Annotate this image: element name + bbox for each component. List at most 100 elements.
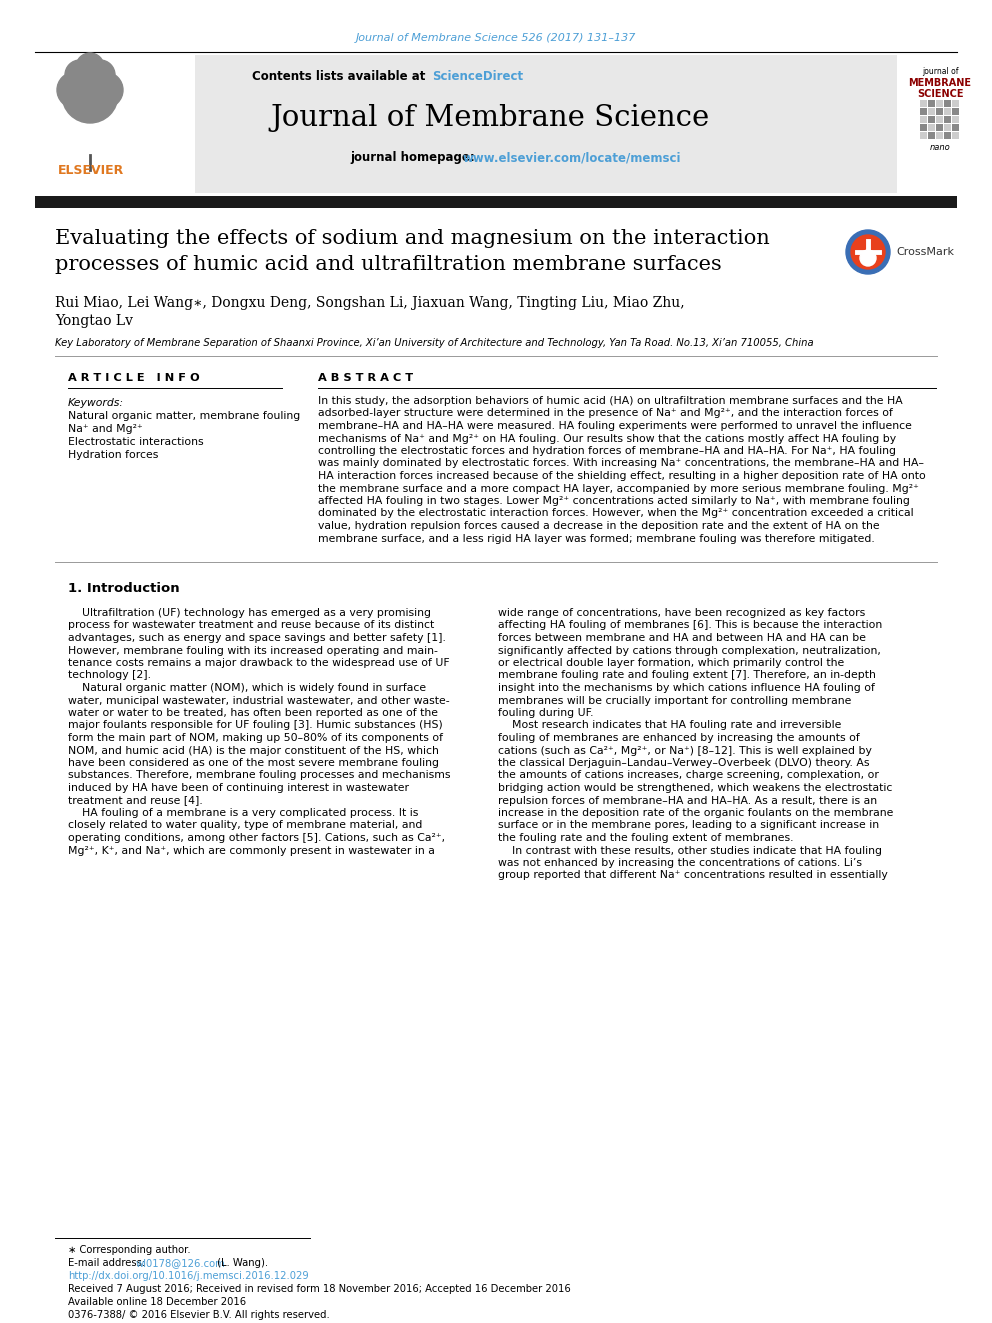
Text: group reported that different Na⁺ concentrations resulted in essentially: group reported that different Na⁺ concen… — [498, 871, 888, 881]
Text: major foulants responsible for UF fouling [3]. Humic substances (HS): major foulants responsible for UF foulin… — [68, 721, 442, 730]
Text: membranes will be crucially important for controlling membrane: membranes will be crucially important fo… — [498, 696, 851, 705]
Text: was mainly dominated by electrostatic forces. With increasing Na⁺ concentrations: was mainly dominated by electrostatic fo… — [318, 459, 924, 468]
Bar — [952, 116, 959, 123]
Text: significantly affected by cations through complexation, neutralization,: significantly affected by cations throug… — [498, 646, 881, 655]
Text: Natural organic matter, membrane fouling: Natural organic matter, membrane fouling — [68, 411, 301, 421]
Text: form the main part of NOM, making up 50–80% of its components of: form the main part of NOM, making up 50–… — [68, 733, 443, 744]
Text: www.elsevier.com/locate/memsci: www.elsevier.com/locate/memsci — [463, 152, 682, 164]
Bar — [944, 108, 951, 115]
Text: wide range of concentrations, have been recognized as key factors: wide range of concentrations, have been … — [498, 609, 865, 618]
Bar — [944, 101, 951, 107]
Bar — [936, 124, 943, 131]
Text: bridging action would be strengthened, which weakens the electrostatic: bridging action would be strengthened, w… — [498, 783, 893, 792]
Text: Keywords:: Keywords: — [68, 398, 124, 407]
Text: nano: nano — [930, 143, 950, 152]
Text: the amounts of cations increases, charge screening, complexation, or: the amounts of cations increases, charge… — [498, 770, 879, 781]
Bar — [35, 196, 957, 208]
Text: Received 7 August 2016; Received in revised form 18 November 2016; Accepted 16 D: Received 7 August 2016; Received in revi… — [68, 1285, 570, 1294]
Bar — [928, 108, 935, 115]
Text: membrane–HA and HA–HA were measured. HA fouling experiments were performed to un: membrane–HA and HA–HA were measured. HA … — [318, 421, 912, 431]
Text: Key Laboratory of Membrane Separation of Shaanxi Province, Xi’an University of A: Key Laboratory of Membrane Separation of… — [55, 337, 813, 348]
Text: technology [2].: technology [2]. — [68, 671, 151, 680]
Text: affecting HA fouling of membranes [6]. This is because the interaction: affecting HA fouling of membranes [6]. T… — [498, 620, 882, 631]
Text: E-mail address:: E-mail address: — [68, 1258, 148, 1267]
Text: closely related to water quality, type of membrane material, and: closely related to water quality, type o… — [68, 820, 423, 831]
Text: fouling during UF.: fouling during UF. — [498, 708, 593, 718]
Bar — [952, 101, 959, 107]
Bar — [920, 116, 927, 123]
Text: water or water to be treated, has often been reported as one of the: water or water to be treated, has often … — [68, 708, 438, 718]
Text: surface or in the membrane pores, leading to a significant increase in: surface or in the membrane pores, leadin… — [498, 820, 879, 831]
Bar — [920, 132, 927, 139]
Text: membrane fouling rate and fouling extent [7]. Therefore, an in-depth: membrane fouling rate and fouling extent… — [498, 671, 876, 680]
Text: MEMBRANE: MEMBRANE — [909, 78, 971, 89]
Text: have been considered as one of the most severe membrane fouling: have been considered as one of the most … — [68, 758, 439, 767]
Text: ELSEVIER: ELSEVIER — [58, 164, 124, 176]
Text: value, hydration repulsion forces caused a decrease in the deposition rate and t: value, hydration repulsion forces caused… — [318, 521, 880, 531]
Text: journal homepage:: journal homepage: — [350, 152, 479, 164]
Circle shape — [57, 71, 93, 108]
Circle shape — [76, 53, 104, 81]
Text: treatment and reuse [4].: treatment and reuse [4]. — [68, 795, 202, 806]
Text: water, municipal wastewater, industrial wastewater, and other waste-: water, municipal wastewater, industrial … — [68, 696, 449, 705]
Text: (L. Wang).: (L. Wang). — [214, 1258, 268, 1267]
Circle shape — [65, 60, 95, 90]
Bar — [35, 56, 897, 193]
Circle shape — [87, 71, 123, 108]
Bar — [944, 124, 951, 131]
Text: fouling of membranes are enhanced by increasing the amounts of: fouling of membranes are enhanced by inc… — [498, 733, 860, 744]
Text: advantages, such as energy and space savings and better safety [1].: advantages, such as energy and space sav… — [68, 632, 445, 643]
Bar — [936, 101, 943, 107]
Text: controlling the electrostatic forces and hydration forces of membrane–HA and HA–: controlling the electrostatic forces and… — [318, 446, 896, 456]
Bar — [928, 124, 935, 131]
Bar — [928, 132, 935, 139]
Text: CrossMark: CrossMark — [896, 247, 954, 257]
Text: the membrane surface and a more compact HA layer, accompanied by more serious me: the membrane surface and a more compact … — [318, 483, 919, 493]
Text: Evaluating the effects of sodium and magnesium on the interaction: Evaluating the effects of sodium and mag… — [55, 229, 770, 247]
Text: insight into the mechanisms by which cations influence HA fouling of: insight into the mechanisms by which cat… — [498, 683, 875, 693]
Bar — [944, 116, 951, 123]
Text: forces between membrane and HA and between HA and HA can be: forces between membrane and HA and betwe… — [498, 632, 866, 643]
Text: or electrical double layer formation, which primarily control the: or electrical double layer formation, wh… — [498, 658, 844, 668]
Text: HA fouling of a membrane is a very complicated process. It is: HA fouling of a membrane is a very compl… — [68, 808, 419, 818]
Text: induced by HA have been of continuing interest in wastewater: induced by HA have been of continuing in… — [68, 783, 409, 792]
Text: Natural organic matter (NOM), which is widely found in surface: Natural organic matter (NOM), which is w… — [68, 683, 427, 693]
Text: cations (such as Ca²⁺, Mg²⁺, or Na⁺) [8–12]. This is well explained by: cations (such as Ca²⁺, Mg²⁺, or Na⁺) [8–… — [498, 745, 872, 755]
Text: ∗ Corresponding author.: ∗ Corresponding author. — [68, 1245, 190, 1256]
Text: processes of humic acid and ultrafiltration membrane surfaces: processes of humic acid and ultrafiltrat… — [55, 255, 722, 274]
Text: process for wastewater treatment and reuse because of its distinct: process for wastewater treatment and reu… — [68, 620, 434, 631]
Bar — [952, 132, 959, 139]
Circle shape — [62, 67, 118, 123]
Text: the classical Derjaguin–Landau–Verwey–Overbeek (DLVO) theory. As: the classical Derjaguin–Landau–Verwey–Ov… — [498, 758, 870, 767]
Text: membrane surface, and a less rigid HA layer was formed; membrane fouling was the: membrane surface, and a less rigid HA la… — [318, 533, 875, 544]
Bar — [936, 116, 943, 123]
Text: Hydration forces: Hydration forces — [68, 450, 159, 460]
Text: Rui Miao, Lei Wang∗, Dongxu Deng, Songshan Li, Jiaxuan Wang, Tingting Liu, Miao : Rui Miao, Lei Wang∗, Dongxu Deng, Songsh… — [55, 296, 684, 310]
Text: increase in the deposition rate of the organic foulants on the membrane: increase in the deposition rate of the o… — [498, 808, 894, 818]
Text: http://dx.doi.org/10.1016/j.memsci.2016.12.029: http://dx.doi.org/10.1016/j.memsci.2016.… — [68, 1271, 309, 1281]
Text: 0376-7388/ © 2016 Elsevier B.V. All rights reserved.: 0376-7388/ © 2016 Elsevier B.V. All righ… — [68, 1310, 329, 1320]
Text: was not enhanced by increasing the concentrations of cations. Li’s: was not enhanced by increasing the conce… — [498, 859, 862, 868]
Text: affected HA fouling in two stages. Lower Mg²⁺ concentrations acted similarly to : affected HA fouling in two stages. Lower… — [318, 496, 910, 505]
Bar — [928, 116, 935, 123]
Text: substances. Therefore, membrane fouling processes and mechanisms: substances. Therefore, membrane fouling … — [68, 770, 450, 781]
Text: journal of: journal of — [922, 67, 958, 77]
Text: Journal of Membrane Science 526 (2017) 131–137: Journal of Membrane Science 526 (2017) 1… — [356, 33, 636, 44]
Bar — [952, 108, 959, 115]
Circle shape — [860, 250, 876, 266]
Text: A R T I C L E   I N F O: A R T I C L E I N F O — [68, 373, 199, 382]
Text: Na⁺ and Mg²⁺: Na⁺ and Mg²⁺ — [68, 423, 143, 434]
Text: operating conditions, among other factors [5]. Cations, such as Ca²⁺,: operating conditions, among other factor… — [68, 833, 445, 843]
Bar — [928, 101, 935, 107]
Circle shape — [851, 235, 885, 269]
Text: SCIENCE: SCIENCE — [917, 89, 963, 99]
Bar — [920, 124, 927, 131]
Text: Contents lists available at: Contents lists available at — [253, 70, 430, 82]
Bar — [936, 132, 943, 139]
Text: dominated by the electrostatic interaction forces. However, when the Mg²⁺ concen: dominated by the electrostatic interacti… — [318, 508, 914, 519]
Text: Available online 18 December 2016: Available online 18 December 2016 — [68, 1297, 246, 1307]
Text: Electrostatic interactions: Electrostatic interactions — [68, 437, 203, 447]
Text: HA interaction forces increased because of the shielding effect, resulting in a : HA interaction forces increased because … — [318, 471, 926, 482]
Bar — [920, 101, 927, 107]
Bar — [35, 56, 195, 193]
